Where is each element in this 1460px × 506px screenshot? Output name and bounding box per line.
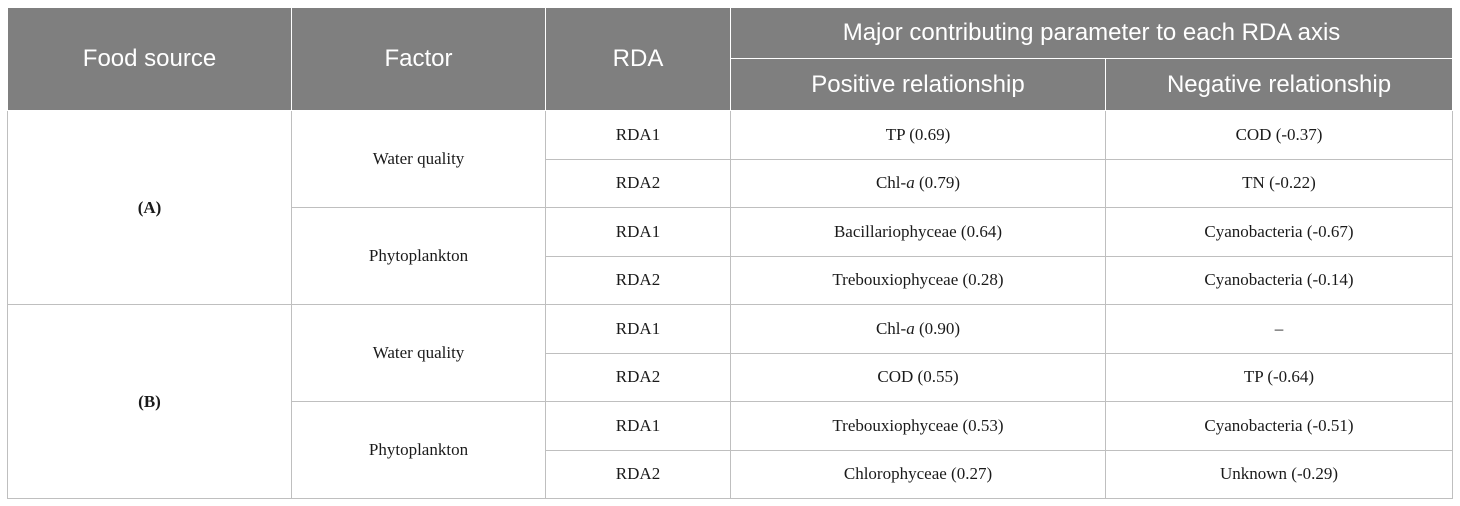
negative-cell: Unknown (-0.29) [1104, 449, 1454, 499]
positive-cell: Bacillariophyceae (0.64) [730, 207, 1106, 257]
table-row: RDA2 Trebouxiophyceae (0.28) Cyanobacter… [8, 255, 1454, 305]
factor-cell: Phytoplankton [291, 207, 546, 305]
positive-cell: Chl-a (0.90) [730, 304, 1106, 354]
negative-cell: Cyanobacteria (-0.14) [1104, 255, 1454, 305]
food-source-cell: (B) [7, 304, 292, 499]
positive-cell: Chl-a (0.79) [730, 158, 1106, 208]
factor-cell: Water quality [291, 304, 546, 402]
table-row: Phytoplankton RDA1 Trebouxiophyceae (0.5… [8, 401, 1454, 499]
rda-cell: RDA2 [545, 158, 731, 208]
positive-cell: Trebouxiophyceae (0.28) [730, 255, 1106, 305]
rda-cell: RDA1 [545, 304, 731, 354]
positive-cell: Chlorophyceae (0.27) [730, 449, 1106, 499]
table-row: (B) Water quality RDA1 Chl-a (0.90) – [7, 304, 1454, 499]
header-positive-relationship: Positive relationship [730, 58, 1106, 111]
rda-cell: RDA1 [545, 401, 731, 451]
rda-cell: RDA2 [545, 352, 731, 402]
food-source-cell: (A) [7, 110, 292, 305]
header-factor: Factor [291, 7, 546, 111]
negative-cell: COD (-0.37) [1104, 110, 1454, 160]
table-row: RDA2 Chlorophyceae (0.27) Unknown (-0.29… [8, 449, 1454, 499]
negative-cell: TP (-0.64) [1104, 352, 1454, 402]
negative-cell: – [1104, 304, 1454, 354]
table-row: (A) Water quality RDA1 TP (0.69) COD (-0… [7, 110, 1454, 305]
table-row: RDA2 COD (0.55) TP (-0.64) [8, 352, 1454, 402]
positive-cell: Trebouxiophyceae (0.53) [730, 401, 1106, 451]
negative-cell: Cyanobacteria (-0.67) [1104, 207, 1454, 257]
header-rda: RDA [545, 7, 731, 111]
rda-table: Food source Factor RDA Major contributin… [7, 7, 1454, 499]
factor-cell: Water quality [291, 110, 546, 208]
header-negative-relationship: Negative relationship [1104, 58, 1454, 111]
header-major-contributing: Major contributing parameter to each RDA… [729, 7, 1454, 59]
factor-cell: Phytoplankton [291, 401, 546, 499]
positive-cell: TP (0.69) [730, 110, 1106, 160]
negative-cell: Cyanobacteria (-0.51) [1104, 401, 1454, 451]
rda-cell: RDA2 [545, 255, 731, 305]
header-food-source: Food source [7, 7, 292, 111]
rda-cell: RDA1 [545, 207, 731, 257]
negative-cell: TN (-0.22) [1104, 158, 1454, 208]
rda-cell: RDA2 [545, 449, 731, 499]
positive-cell: COD (0.55) [730, 352, 1106, 402]
table-row: RDA2 Chl-a (0.79) TN (-0.22) [8, 158, 1454, 208]
rda-cell: RDA1 [545, 110, 731, 160]
